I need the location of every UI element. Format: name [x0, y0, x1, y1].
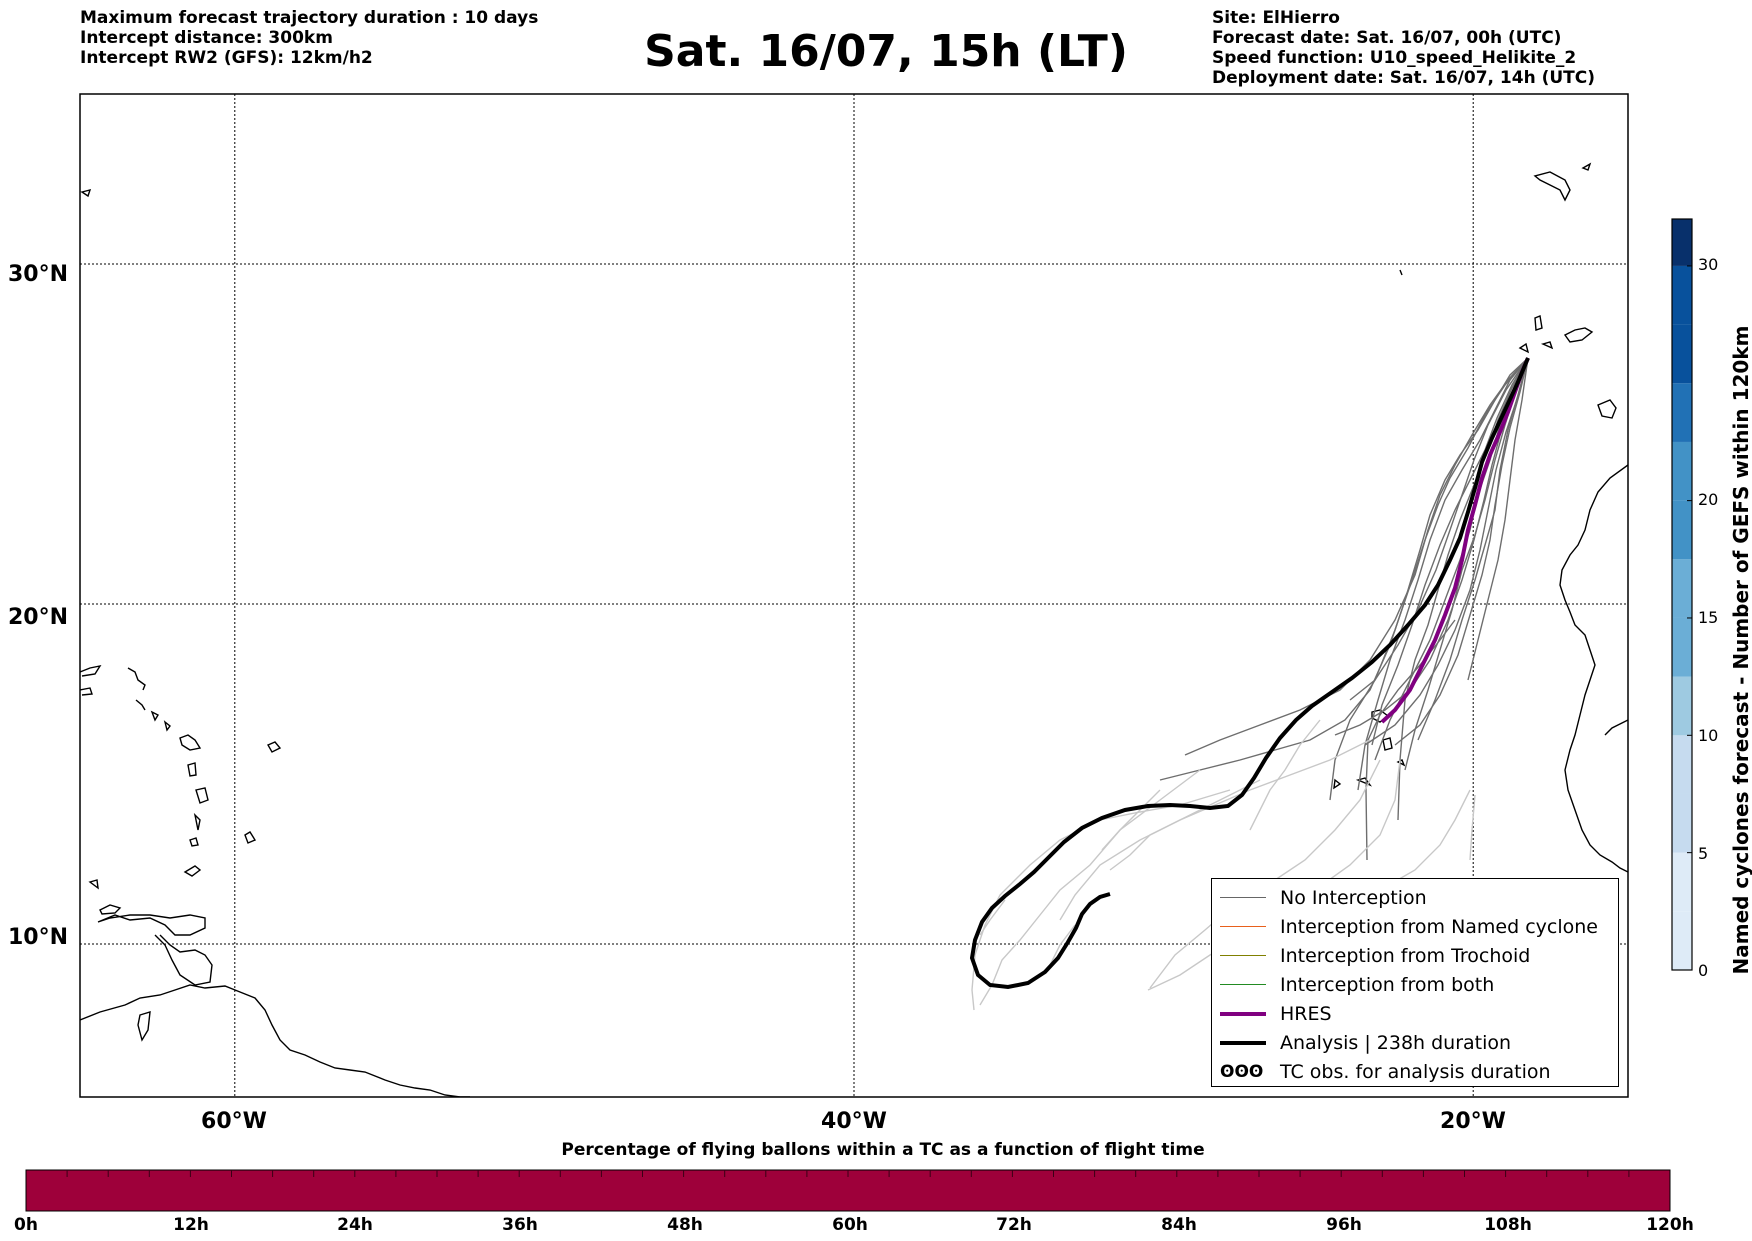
- colorbar-band: [1672, 219, 1692, 266]
- colorbar-band: [1672, 324, 1692, 384]
- legend-swatch-named-cyclone: [1220, 925, 1266, 928]
- colorbar-tick-20: 20: [1698, 490, 1719, 509]
- lon-label-40w: 40°W: [821, 1109, 887, 1134]
- coastline-caribbean: [80, 189, 470, 1097]
- colorbar-tick-5: 5: [1698, 844, 1709, 863]
- legend-swatch-both: [1220, 983, 1266, 986]
- colorbar-band: [1672, 911, 1692, 970]
- cyclone-colorbar: [1671, 218, 1693, 971]
- percentage-bar: [25, 1169, 1671, 1212]
- hres-trajectory: [1380, 357, 1530, 724]
- legend-item-hres: HRES: [1220, 999, 1610, 1028]
- header-right-info: Site: ElHierro Forecast date: Sat. 16/07…: [1212, 8, 1595, 88]
- colorbar-band: [1672, 852, 1692, 912]
- coastline-africa: [1333, 162, 1628, 873]
- lat-label-10: 10°N: [8, 925, 69, 950]
- lat-label-30: 30°N: [8, 262, 69, 287]
- legend-swatch-trochoid: [1220, 954, 1266, 957]
- time-tick: 84h: [1161, 1215, 1197, 1235]
- legend-label: Interception from both: [1280, 973, 1495, 996]
- colorbar-tick-30: 30: [1698, 255, 1719, 274]
- no-interception-trajectories: [1159, 357, 1529, 861]
- percentage-bar-title: Percentage of flying ballons within a TC…: [561, 1140, 1205, 1160]
- time-tick: 72h: [996, 1215, 1032, 1235]
- max-duration-text: Maximum forecast trajectory duration : 1…: [80, 8, 539, 28]
- colorbar-band: [1672, 617, 1692, 677]
- legend-item-named-cyclone: Interception from Named cyclone: [1220, 912, 1610, 941]
- legend-item-tc-obs: ʘʘʘ TC obs. for analysis duration: [1220, 1057, 1610, 1086]
- time-tick: 96h: [1326, 1215, 1362, 1235]
- analysis-trajectory: [969, 357, 1530, 990]
- legend-label: No Interception: [1280, 886, 1427, 909]
- intercept-distance-text: Intercept distance: 300km: [80, 28, 333, 48]
- legend-label: Interception from Named cyclone: [1280, 915, 1598, 938]
- colorbar-band: [1672, 559, 1692, 618]
- legend-label: HRES: [1280, 1002, 1332, 1025]
- colorbar-tick-0: 0: [1698, 961, 1709, 980]
- map-frame: [79, 93, 1629, 1098]
- intercept-rw2-text: Intercept RW2 (GFS): 12km/h2: [80, 48, 373, 68]
- legend-swatch-analysis: [1220, 1040, 1266, 1045]
- time-tick: 48h: [667, 1215, 703, 1235]
- legend-label: Interception from Trochoid: [1280, 944, 1531, 967]
- header-left-info: Maximum forecast trajectory duration : 1…: [80, 8, 538, 68]
- page-title: Sat. 16/07, 15h (LT): [644, 26, 1128, 77]
- colorbar-band: [1672, 500, 1692, 560]
- legend-item-trochoid: Interception from Trochoid: [1220, 941, 1610, 970]
- map-gridlines: [80, 94, 1628, 1097]
- colorbar-band: [1672, 735, 1692, 794]
- time-tick: 24h: [337, 1215, 373, 1235]
- colorbar-band: [1672, 383, 1692, 442]
- time-tick: 0h: [14, 1215, 38, 1235]
- speed-function-text: Speed function: U10_speed_Helikite_2: [1212, 48, 1577, 68]
- colorbar-tick-10: 10: [1698, 726, 1719, 745]
- time-tick: 108h: [1484, 1215, 1532, 1235]
- map-legend: No Interception Interception from Named …: [1211, 878, 1619, 1087]
- forecast-date-text: Forecast date: Sat. 16/07, 00h (UTC): [1212, 28, 1562, 48]
- deployment-date-text: Deployment date: Sat. 16/07, 14h (UTC): [1212, 68, 1596, 88]
- time-tick: 60h: [832, 1215, 868, 1235]
- colorbar-label: Named cyclones forecast - Number of GEFS…: [1729, 325, 1752, 975]
- tc-obs-symbol-icon: ʘʘʘ: [1220, 1061, 1264, 1082]
- colorbar-tick-15: 15: [1698, 608, 1719, 627]
- colorbar-band: [1672, 441, 1692, 501]
- legend-item-analysis: Analysis | 238h duration: [1220, 1028, 1610, 1057]
- colorbar-band: [1672, 676, 1692, 736]
- legend-swatch-no-interception: [1220, 896, 1266, 899]
- time-tick: 12h: [173, 1215, 209, 1235]
- legend-label: Analysis | 238h duration: [1280, 1031, 1512, 1054]
- colorbar-band: [1672, 265, 1692, 325]
- lat-label-20: 20°N: [8, 605, 69, 630]
- legend-swatch-hres: [1220, 1011, 1266, 1016]
- lon-label-60w: 60°W: [201, 1109, 267, 1134]
- legend-item-both: Interception from both: [1220, 970, 1610, 999]
- site-text: Site: ElHierro: [1212, 8, 1340, 28]
- colorbar-frame: [1671, 218, 1693, 971]
- legend-item-no-interception: No Interception: [1220, 883, 1610, 912]
- lon-label-20w: 20°W: [1440, 1109, 1506, 1134]
- colorbar-band: [1672, 793, 1692, 853]
- legend-label: TC obs. for analysis duration: [1280, 1060, 1551, 1083]
- time-tick: 120h: [1646, 1215, 1694, 1235]
- time-tick: 36h: [502, 1215, 538, 1235]
